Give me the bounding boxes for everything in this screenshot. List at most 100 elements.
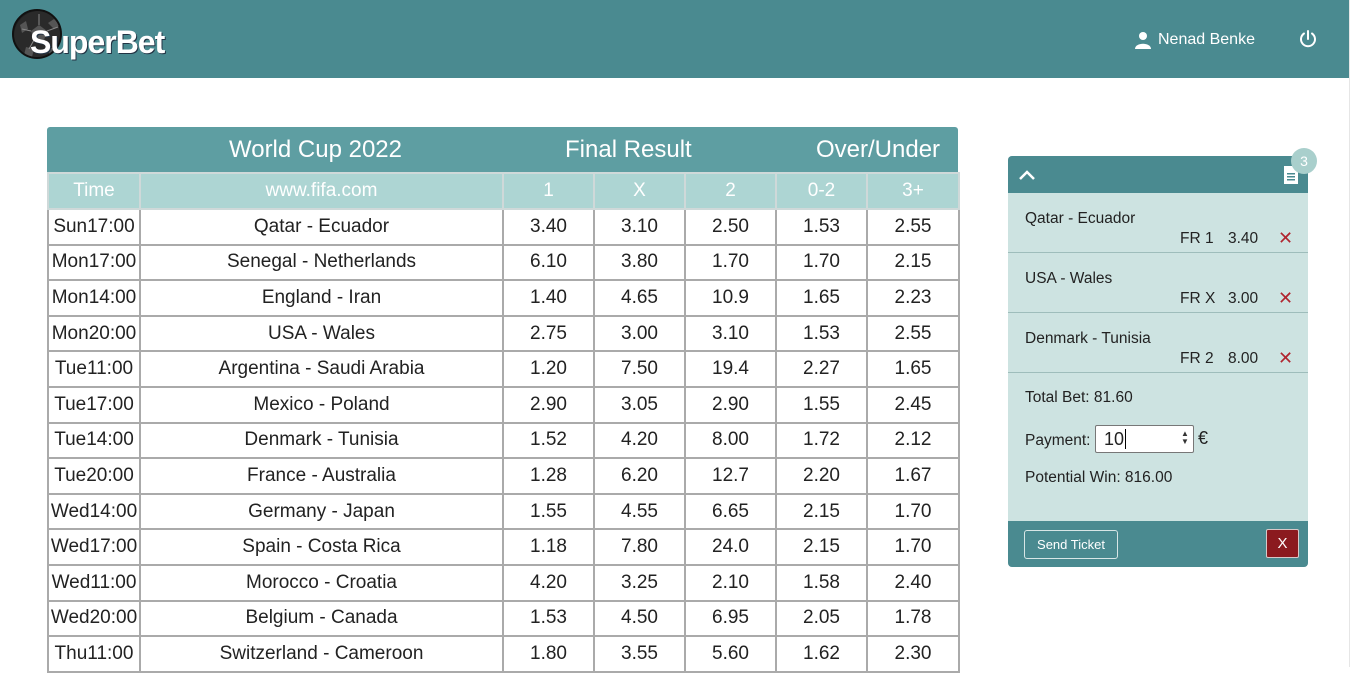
odd-over[interactable]: 2.30 [866, 635, 960, 673]
table-row: Wed14:00 Germany - Japan 1.55 4.55 6.65 2.15 1… [47, 492, 960, 531]
odd-home[interactable]: 1.18 [502, 528, 595, 566]
row-time: Mon14:00 [47, 279, 141, 317]
odd-over[interactable]: 2.55 [866, 208, 960, 246]
col-match: www.fifa.com [139, 172, 504, 210]
odd-under[interactable]: 1.53 [775, 314, 868, 353]
odd-draw[interactable]: 3.00 [593, 314, 686, 353]
chevron-up-icon[interactable] [1017, 165, 1037, 185]
odd-away[interactable]: 2.10 [684, 563, 777, 602]
bet-type: FR X [1180, 290, 1216, 307]
odd-home[interactable]: 1.40 [502, 279, 595, 317]
odd-over[interactable]: 1.70 [866, 492, 960, 531]
odd-home[interactable]: 1.53 [502, 599, 595, 638]
odd-draw[interactable]: 3.10 [593, 208, 686, 246]
odd-over[interactable]: 1.78 [866, 599, 960, 638]
row-match: Senegal - Netherlands [139, 243, 504, 282]
odd-draw[interactable]: 3.55 [593, 635, 686, 673]
odd-under[interactable]: 2.20 [775, 457, 868, 495]
odd-away[interactable]: 10.9 [684, 279, 777, 317]
bet-ticket: 3 Qatar - Ecuador FR 1 3.40 ✕ USA - Wale… [1008, 148, 1317, 567]
row-time: Tue20:00 [47, 457, 141, 495]
odd-away[interactable]: 6.95 [684, 599, 777, 638]
logo[interactable]: SuperBet [12, 6, 192, 66]
odd-away[interactable]: 12.7 [684, 457, 777, 495]
odd-under[interactable]: 2.27 [775, 350, 868, 388]
row-time: Mon17:00 [47, 243, 141, 282]
odd-draw[interactable]: 7.80 [593, 528, 686, 566]
odd-over[interactable]: 1.70 [866, 528, 960, 566]
odd-under[interactable]: 2.15 [775, 492, 868, 531]
odd-draw[interactable]: 7.50 [593, 350, 686, 388]
odd-over[interactable]: 2.12 [866, 421, 960, 460]
odd-over[interactable]: 2.55 [866, 314, 960, 353]
odd-under[interactable]: 2.05 [775, 599, 868, 638]
odd-home[interactable]: 1.80 [502, 635, 595, 673]
odd-under[interactable]: 1.53 [775, 208, 868, 246]
odd-draw[interactable]: 4.50 [593, 599, 686, 638]
remove-bet-icon[interactable]: ✕ [1278, 228, 1294, 248]
odd-over[interactable]: 2.40 [866, 563, 960, 602]
user-menu[interactable]: Nenad Benke [1135, 29, 1255, 51]
odd-under[interactable]: 2.15 [775, 528, 868, 566]
odd-draw[interactable]: 6.20 [593, 457, 686, 495]
odd-home[interactable]: 1.52 [502, 421, 595, 460]
odd-away[interactable]: 1.70 [684, 243, 777, 282]
odd-over[interactable]: 2.15 [866, 243, 960, 282]
odd-home[interactable]: 4.20 [502, 563, 595, 602]
odd-under[interactable]: 1.62 [775, 635, 868, 673]
odd-away[interactable]: 24.0 [684, 528, 777, 566]
total-bet: Total Bet: 81.60 [1025, 389, 1133, 406]
payment-stepper[interactable]: ▲ ▼ [1181, 429, 1189, 446]
payment-input[interactable]: 10 ▲ ▼ [1095, 425, 1194, 453]
row-time: Tue17:00 [47, 385, 141, 424]
odd-home[interactable]: 2.75 [502, 314, 595, 353]
odd-under[interactable]: 1.70 [775, 243, 868, 282]
odd-away[interactable]: 19.4 [684, 350, 777, 388]
odd-under[interactable]: 1.72 [775, 421, 868, 460]
odd-away[interactable]: 8.00 [684, 421, 777, 460]
odd-draw[interactable]: 4.20 [593, 421, 686, 460]
odd-draw[interactable]: 3.05 [593, 385, 686, 424]
odd-home[interactable]: 1.55 [502, 492, 595, 531]
odd-over[interactable]: 2.45 [866, 385, 960, 424]
odd-home[interactable]: 1.20 [502, 350, 595, 388]
clear-ticket-button[interactable]: X [1266, 529, 1299, 558]
row-match: Belgium - Canada [139, 599, 504, 638]
odd-away[interactable]: 3.10 [684, 314, 777, 353]
odd-away[interactable]: 2.90 [684, 385, 777, 424]
odd-home[interactable]: 3.40 [502, 208, 595, 246]
odd-draw[interactable]: 4.55 [593, 492, 686, 531]
final-result-group: Final Result [565, 136, 692, 163]
odd-over[interactable]: 2.23 [866, 279, 960, 317]
ticket-header: 3 [1008, 148, 1317, 193]
row-match: Spain - Costa Rica [139, 528, 504, 566]
col-under: 0-2 [775, 172, 868, 210]
bet-match: Qatar - Ecuador [1025, 210, 1136, 227]
odd-draw[interactable]: 3.80 [593, 243, 686, 282]
odd-under[interactable]: 1.58 [775, 563, 868, 602]
odd-over[interactable]: 1.67 [866, 457, 960, 495]
odd-draw[interactable]: 3.25 [593, 563, 686, 602]
odd-home[interactable]: 1.28 [502, 457, 595, 495]
odd-under[interactable]: 1.55 [775, 385, 868, 424]
send-ticket-button[interactable]: Send Ticket [1024, 530, 1118, 559]
remove-bet-icon[interactable]: ✕ [1278, 288, 1294, 308]
odd-home[interactable]: 2.90 [502, 385, 595, 424]
table-row: Tue17:00 Mexico - Poland 2.90 3.05 2.90 1.55 2… [47, 385, 960, 424]
odd-draw[interactable]: 4.65 [593, 279, 686, 317]
odd-away[interactable]: 6.65 [684, 492, 777, 531]
odd-home[interactable]: 6.10 [502, 243, 595, 282]
col-time: Time [47, 172, 141, 210]
logo-text: SuperBet [30, 24, 165, 60]
remove-bet-icon[interactable]: ✕ [1278, 348, 1294, 368]
power-icon[interactable] [1298, 29, 1318, 49]
row-match: France - Australia [139, 457, 504, 495]
odd-away[interactable]: 2.50 [684, 208, 777, 246]
bet-odd: 8.00 [1228, 350, 1259, 367]
odd-under[interactable]: 1.65 [775, 279, 868, 317]
user-icon [1135, 32, 1151, 49]
odd-over[interactable]: 1.65 [866, 350, 960, 388]
odd-away[interactable]: 5.60 [684, 635, 777, 673]
table-row: Mon17:00 Senegal - Netherlands 6.10 3.80 1.7… [47, 243, 960, 282]
board-header: World Cup 2022 Final Result Over/Under [47, 127, 958, 172]
